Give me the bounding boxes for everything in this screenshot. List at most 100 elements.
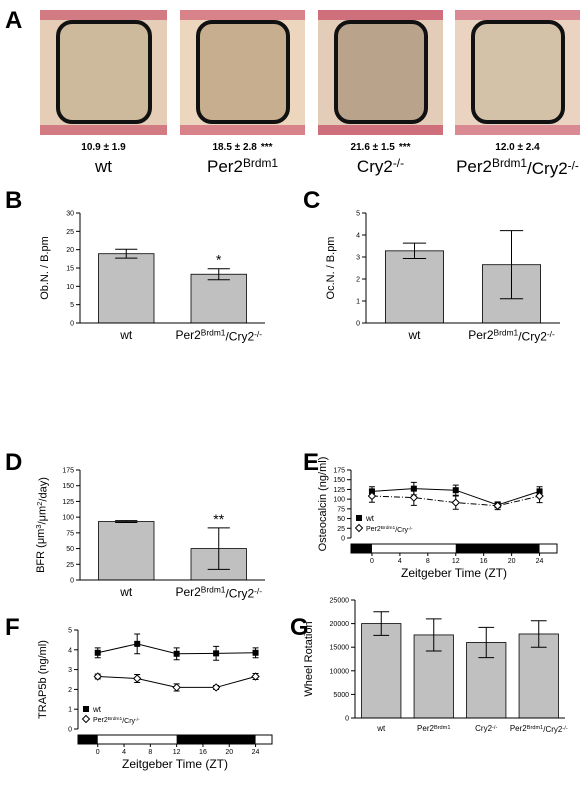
point <box>134 640 141 647</box>
point <box>252 649 259 656</box>
sample-label: Cry2-/- <box>357 156 404 176</box>
text-segment: /Cry2 <box>225 586 254 600</box>
y-tick-label: 150 <box>333 477 345 484</box>
text-segment: Per2 <box>468 328 494 342</box>
x-tick-label: Per2Brdm1 <box>417 724 450 733</box>
error-bar <box>207 268 230 281</box>
superscript: -/- <box>492 725 497 731</box>
bar <box>98 253 155 324</box>
y-tick-label: 125 <box>333 487 345 494</box>
superscript: 3 <box>34 524 43 528</box>
point <box>535 491 544 501</box>
x-tick-label: 0 <box>96 749 100 756</box>
y-tick-label: 150 <box>62 483 74 490</box>
bar <box>384 250 444 324</box>
y-tick-label: 30 <box>66 211 74 218</box>
point <box>451 498 460 507</box>
superscript: 2 <box>35 502 44 506</box>
panel-letter: G <box>290 614 309 641</box>
x-tick-label: wt <box>119 328 133 342</box>
superscript: Brdm1 <box>527 725 543 731</box>
text-segment: Osteocalcin (ng/ml) <box>317 457 329 552</box>
y-tick-label: 4 <box>68 647 72 654</box>
point <box>173 650 180 657</box>
y-tick-label: 0 <box>341 536 345 543</box>
y-tick-label: 10 <box>66 284 74 291</box>
x-tick-label: 4 <box>398 558 402 565</box>
x-tick-label: wt <box>119 585 133 599</box>
text-segment: Oc.N. / B.pm <box>325 237 337 300</box>
point <box>493 501 502 510</box>
text-segment: Per2 <box>456 157 492 176</box>
stat-value: 21.6 ± 1.5 <box>350 142 395 153</box>
point <box>409 493 419 502</box>
point <box>94 649 101 656</box>
y-tick-label: 0 <box>70 578 74 585</box>
superscript: -/- <box>393 156 404 170</box>
x-tick-label: wt <box>376 724 386 733</box>
panel-letter: D <box>5 449 22 476</box>
y-tick-label: 2 <box>68 687 72 694</box>
point <box>251 672 260 681</box>
error-bar <box>402 242 427 260</box>
y-tick-label: 5 <box>68 628 72 635</box>
error-bar <box>499 230 524 300</box>
panel-letter: F <box>5 614 20 641</box>
bar <box>518 633 559 719</box>
y-tick-label: 5 <box>70 302 74 309</box>
x-tick-label: 16 <box>480 558 488 565</box>
text-segment: Per2 <box>175 585 201 599</box>
histology-image <box>318 10 443 135</box>
y-tick-label: 1 <box>68 707 72 714</box>
x-tick-label: Per2Brdm1/Cry2-/- <box>510 724 568 734</box>
y-tick-label: 0 <box>70 321 74 328</box>
x-tick-label: 4 <box>122 749 126 756</box>
y-axis-label: Oc.N. / B.pm <box>325 237 337 300</box>
y-tick-label: 25 <box>66 229 74 236</box>
point <box>132 674 142 683</box>
stat-text: 18.5 ± 2.8 *** <box>212 142 272 153</box>
text-segment: /Cry <box>395 527 408 534</box>
text-segment: /day) <box>38 477 50 501</box>
stat-text: 10.9 ± 1.9 <box>81 142 126 153</box>
x-tick-label: Per2Brdm1/Cry2-/- <box>468 328 555 344</box>
legend-marker <box>83 706 89 712</box>
superscript: Brdm1 <box>434 725 450 731</box>
y-tick-label: 20000 <box>330 621 350 628</box>
text-segment: TRAP5b (ng/ml) <box>37 640 49 719</box>
point <box>93 672 102 681</box>
y-tick-label: 5000 <box>333 692 349 699</box>
legend-label: wt <box>365 514 375 523</box>
stat-value: 10.9 ± 1.9 <box>81 142 126 153</box>
error-bar <box>115 520 138 523</box>
superscript: Brdm1 <box>201 585 226 595</box>
y-tick-label: 0 <box>345 716 349 723</box>
error-bar <box>115 248 138 259</box>
text-segment: /Cry2 <box>543 725 563 734</box>
y-tick-label: 75 <box>337 506 345 513</box>
y-tick-label: 75 <box>66 530 74 537</box>
histology-image <box>40 10 167 135</box>
histology-image <box>180 10 305 135</box>
y-tick-label: 100 <box>333 497 345 504</box>
panel-letter: B <box>5 187 22 214</box>
y-tick-label: 25 <box>66 562 74 569</box>
x-axis-label: Zeitgeber Time (ZT) <box>401 566 507 580</box>
x-tick-label: 0 <box>370 558 374 565</box>
legend-marker <box>356 515 362 521</box>
x-tick-label: 8 <box>426 558 430 565</box>
y-axis-label: Osteocalcin (ng/ml) <box>317 457 329 552</box>
y-tick-label: 0 <box>68 727 72 734</box>
legend-marker <box>81 714 91 724</box>
stat-text: 21.6 ± 1.5 *** <box>350 142 410 153</box>
x-tick-label: Cry2-/- <box>475 724 497 733</box>
text-segment: BFR (μm <box>35 529 47 573</box>
y-tick-label: 25 <box>337 526 345 533</box>
bar <box>98 521 155 581</box>
text-segment: /Cry <box>122 718 135 725</box>
y-axis-label: BFR (μm3/μm2/day) <box>34 477 50 573</box>
error-bar <box>373 611 390 636</box>
text-segment: /Cry2 <box>527 159 568 178</box>
text-segment: /μm <box>36 506 48 525</box>
